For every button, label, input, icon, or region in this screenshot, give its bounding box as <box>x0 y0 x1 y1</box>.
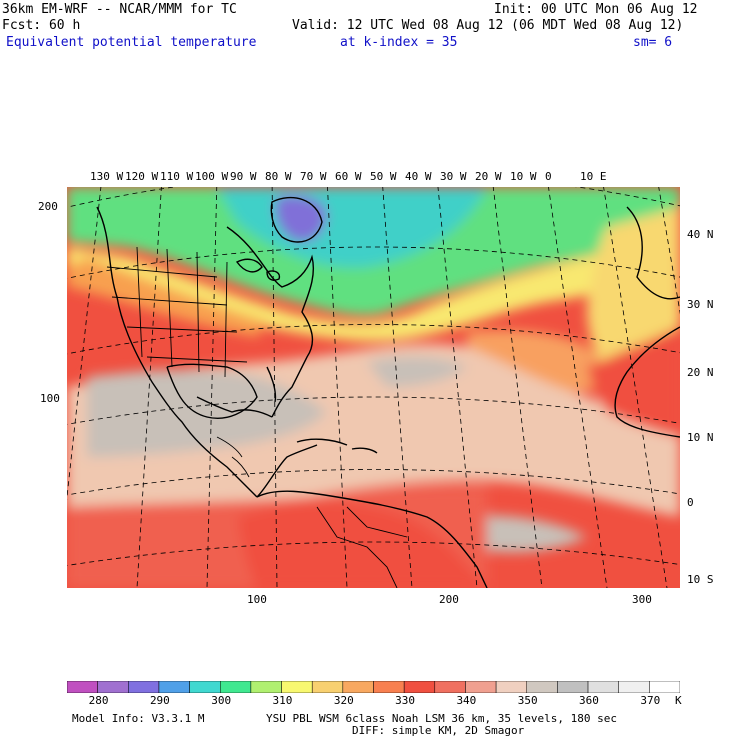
longitude-label: 50 W <box>370 170 397 183</box>
colorbar-swatch <box>526 681 558 693</box>
colorbar-swatch <box>189 681 221 693</box>
longitude-label: 120 W <box>125 170 159 183</box>
model-info: Model Info: V3.3.1 M <box>72 712 205 725</box>
colorbar-swatch <box>403 681 436 693</box>
coastlines <box>96 196 680 588</box>
colorbar-swatch <box>557 681 589 693</box>
colorbar-swatch <box>220 681 252 693</box>
colorbar-tick-label: 360 <box>579 694 599 707</box>
model-title: 36km EM-WRF -- NCAR/MMM for TC <box>2 2 237 17</box>
colorbar-tick-label: 300 <box>211 694 232 707</box>
field-name: Equivalent potential temperature <box>6 35 257 50</box>
colorbar <box>67 681 680 693</box>
physics-options: YSU PBL WSM 6class Noah LSM 36 km, 35 le… <box>266 712 617 725</box>
colorbar-swatch <box>618 681 650 693</box>
latitude-label: 40 N <box>687 228 714 241</box>
grid-x-label: 300 <box>632 593 652 606</box>
colorbar-swatch <box>373 681 405 693</box>
latitude-label: 10 S <box>687 573 714 586</box>
colorbar-swatch <box>649 681 680 693</box>
colorbar-swatch <box>97 681 129 693</box>
colorbar-swatch <box>342 681 374 693</box>
longitude-label: 30 W <box>440 170 467 183</box>
colorbar-swatch <box>495 681 528 693</box>
forecast-hour: Fcst: 60 h <box>2 18 81 33</box>
longitude-label: 80 W <box>265 170 292 183</box>
level-label: at k-index = 35 <box>340 35 458 50</box>
colorbar-swatch <box>311 681 344 693</box>
colorbar-swatch <box>67 681 98 693</box>
colorbar-swatch <box>128 681 160 693</box>
colorbar-tick-label: 280 <box>88 694 109 707</box>
longitude-label: 60 W <box>335 170 362 183</box>
colorbar-tick-label: 320 <box>333 694 354 707</box>
graticule <box>67 187 680 588</box>
longitude-label: 100 W <box>195 170 229 183</box>
colorbar-tick-label: 310 <box>272 694 293 707</box>
grid-x-label: 200 <box>439 593 459 606</box>
latitude-label: 30 N <box>687 298 714 311</box>
colorbar-swatch <box>434 681 466 693</box>
colorbar-tick-label: 350 <box>517 694 538 707</box>
colorbar-tick-label: 370 <box>640 694 661 707</box>
colorbar-swatch <box>250 681 282 693</box>
grid-y-label: 200 <box>38 200 58 213</box>
valid-time: Valid: 12 UTC Wed 08 Aug 12 (06 MDT Wed … <box>292 18 684 33</box>
smoothing-label: sm= 6 <box>633 35 673 50</box>
init-time: Init: 00 UTC Mon 06 Aug 12 <box>494 2 698 17</box>
colorbar-swatch <box>465 681 497 693</box>
colorbar-tick-label: 340 <box>456 694 477 707</box>
longitude-label: 0 <box>545 170 552 183</box>
grid-y-label: 100 <box>40 392 60 405</box>
colorbar-tick-label: 330 <box>395 694 416 707</box>
diffusion-options: DIFF: simple KM, 2D Smagor <box>352 724 525 737</box>
colorbar-unit: K <box>675 694 682 707</box>
colorbar-tick-label: 290 <box>149 694 170 707</box>
latitude-label: 20 N <box>687 366 714 379</box>
longitude-label: 70 W <box>300 170 327 183</box>
longitude-label: 40 W <box>405 170 432 183</box>
colorbar-swatch <box>281 681 313 693</box>
grid-x-label: 100 <box>247 593 267 606</box>
longitude-label: 110 W <box>160 170 194 183</box>
longitude-label: 90 W <box>230 170 257 183</box>
colorbar-swatch <box>158 681 190 693</box>
longitude-label: 10 E <box>580 170 607 183</box>
longitude-label: 10 W <box>510 170 537 183</box>
longitude-label: 20 W <box>475 170 502 183</box>
latitude-label: 10 N <box>687 431 714 444</box>
equivalent-potential-temperature-map <box>67 187 680 588</box>
colorbar-swatch <box>587 681 619 693</box>
latitude-label: 0 <box>687 496 694 509</box>
longitude-label: 130 W <box>90 170 124 183</box>
